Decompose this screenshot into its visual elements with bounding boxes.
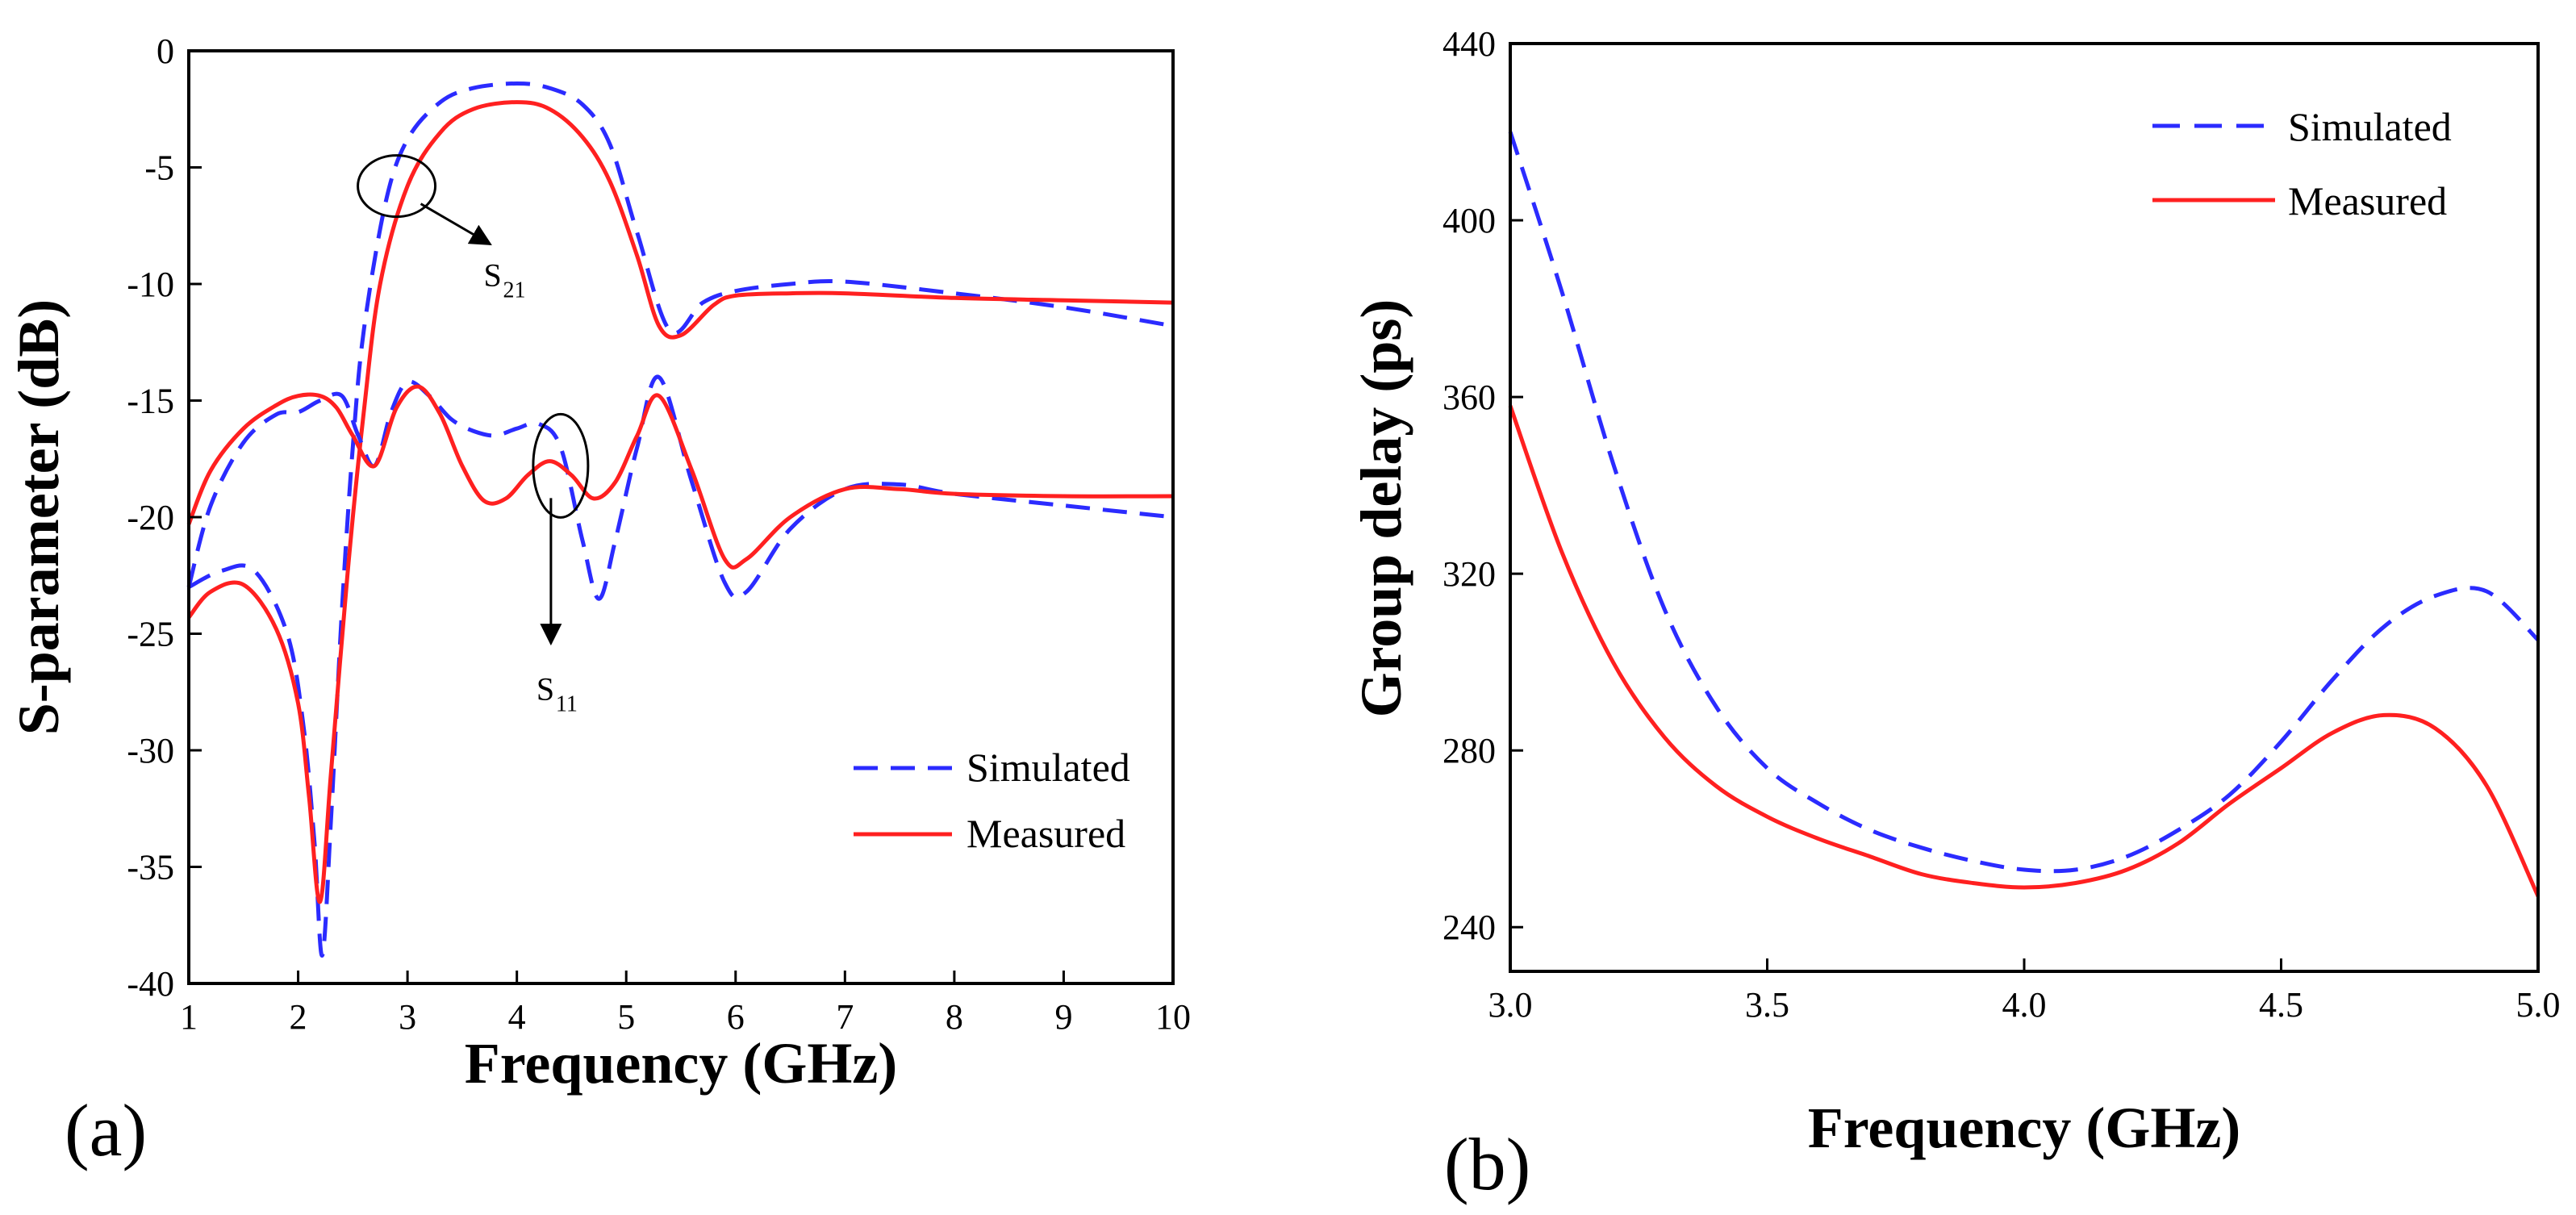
panel-b-x-tick-label: 3.0 <box>1488 985 1533 1025</box>
panel-a-legend: Simulated Measured <box>854 745 1130 856</box>
panel-a-legend-measured-label: Measured <box>967 811 1125 856</box>
panel-a-y-tick-label: 0 <box>157 31 174 71</box>
panel-a-series <box>186 81 1174 958</box>
panel-a-y-tick-label: -15 <box>127 382 174 421</box>
panel-b-series-measured <box>1508 405 2541 897</box>
s11-label: S <box>536 670 554 707</box>
panel-b-chart: 3.0 3.5 4.0 4.5 5.0 240 280 320 360 400 440 Simula… <box>1349 24 2561 1205</box>
panel-a-x-tick-label: 1 <box>180 997 198 1037</box>
panel-a-series-simulated-s21 <box>187 81 1174 958</box>
panel-a-x-axis-title: Frequency (GHz) <box>465 1031 898 1096</box>
panel-b-series-simulated <box>1508 131 2540 874</box>
panel-a-x-tick-label: 9 <box>1054 997 1072 1037</box>
panel-a-x-tick-label: 8 <box>946 997 963 1037</box>
panel-a-annotations: S 21S 11 <box>357 154 590 716</box>
s21-label-subscript: 21 <box>503 278 526 303</box>
panel-a-legend-simulated-label: Simulated <box>967 745 1130 790</box>
panel-a-label: (a) <box>65 1089 147 1171</box>
panel-a-x-tick-label: 7 <box>836 997 854 1037</box>
s21-marker-ellipse <box>357 154 437 219</box>
panel-b-x-tick-label: 4.5 <box>2259 985 2303 1025</box>
panel-b-y-tick-label: 320 <box>1442 554 1496 594</box>
panel-b-x-axis-title: Frequency (GHz) <box>1808 1096 2241 1160</box>
panel-b-legend-simulated-label: Simulated <box>2288 104 2452 149</box>
panel-b-y-tick-label: 240 <box>1442 908 1496 947</box>
panel-a-x-tick-label: 4 <box>508 997 526 1037</box>
panel-b-legend: Simulated Measured <box>2152 104 2452 223</box>
panel-b-legend-measured-label: Measured <box>2288 178 2447 223</box>
panel-a-series-measured-s11 <box>186 384 1174 570</box>
panel-b-x-tick-label: 3.5 <box>1745 985 1789 1025</box>
panel-b-y-tick-label: 400 <box>1442 201 1496 240</box>
panel-b-series <box>1508 131 2541 897</box>
panel-b-y-tick-label: 360 <box>1442 378 1496 417</box>
panel-a-x-tick-label: 6 <box>727 997 745 1037</box>
panel-a-y-tick-label: -10 <box>127 265 174 304</box>
panel-b-y-axis-title: Group delay (ps) <box>1349 299 1413 718</box>
panel-b-label: (b) <box>1444 1123 1530 1205</box>
s21-arrow <box>420 202 492 245</box>
panel-a-y-tick-label: -20 <box>127 498 174 537</box>
panel-b-x-tick-label: 5.0 <box>2516 985 2561 1025</box>
panel-a-y-axis-title: S-parameter (dB) <box>6 299 71 736</box>
s11-label-subscript: 11 <box>556 691 578 716</box>
panel-a-y-tick-label: -30 <box>127 731 174 770</box>
panel-a-chart: 1 2 3 4 5 6 7 8 9 100-5-10-15-20-25-30-35-40 S 21S… <box>6 31 1191 1171</box>
panel-a-series-measured-s21 <box>187 100 1174 904</box>
panel-a-y-tick-label: -5 <box>144 148 174 188</box>
s11-marker-ellipse <box>532 412 590 519</box>
panel-a-x-tick-label: 2 <box>290 997 307 1037</box>
panel-a-y-tick-label: -25 <box>127 615 174 654</box>
panel-a-y-tick-label: -35 <box>127 848 174 887</box>
panel-a-ticks: 1 2 3 4 5 6 7 8 9 10 0 -5 -10 -15 -20 -25 -30 -35 -40 <box>127 31 1191 1037</box>
panel-b-y-tick-label: 280 <box>1442 731 1496 770</box>
s21-label: S <box>484 257 502 294</box>
panel-a-y-tick-label: -40 <box>127 964 174 1004</box>
panel-b-ticks: 3.0 3.5 4.0 4.5 5.0 240 280 320 360 400 440 <box>1442 24 2561 1025</box>
panel-a-x-tick-label: 3 <box>399 997 416 1037</box>
panel-b-y-tick-label: 440 <box>1442 24 1496 64</box>
panel-a-x-tick-label: 10 <box>1155 997 1191 1037</box>
panel-b-x-tick-label: 4.0 <box>2002 985 2047 1025</box>
panel-a-x-tick-label: 5 <box>617 997 635 1037</box>
